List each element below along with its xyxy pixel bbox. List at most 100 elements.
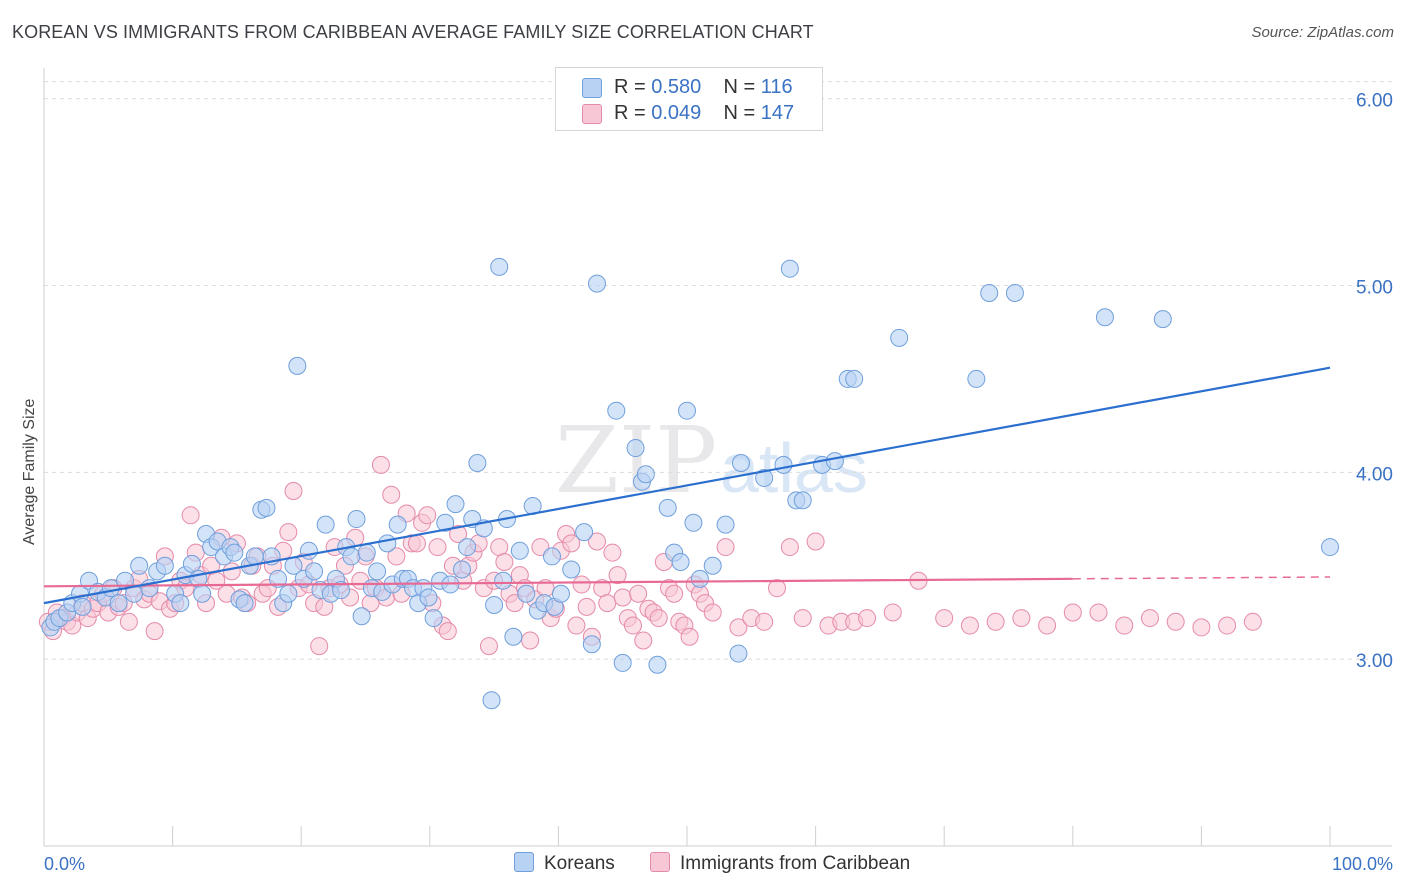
point-caribbean (623, 616, 642, 635)
point-caribbean (1218, 616, 1237, 635)
point-caribbean (567, 616, 586, 635)
point-koreans (678, 401, 696, 420)
point-koreans (419, 588, 438, 607)
point-caribbean (613, 588, 632, 607)
point-koreans (257, 498, 276, 517)
bottom-legend-swatch-caribbean (650, 852, 670, 872)
point-koreans (485, 595, 504, 614)
point-koreans (582, 635, 601, 654)
point-koreans (716, 515, 735, 534)
y-tick-label: 5.00 (1356, 278, 1393, 299)
point-koreans (490, 257, 509, 276)
x-tick-label-max: 100.0% (1332, 854, 1393, 874)
point-caribbean (587, 532, 606, 551)
point-caribbean (490, 538, 509, 557)
point-koreans (607, 401, 626, 420)
point-caribbean (145, 622, 164, 641)
point-koreans (73, 597, 92, 616)
point-koreans (193, 584, 212, 603)
point-caribbean (680, 627, 699, 646)
point-koreans (269, 569, 288, 588)
point-koreans (729, 644, 748, 663)
point-caribbean (1140, 609, 1159, 628)
bottom-legend-koreans: Koreans (514, 852, 615, 875)
point-koreans (155, 556, 174, 575)
point-caribbean (649, 609, 668, 628)
point-koreans (671, 553, 690, 572)
point-koreans (980, 283, 999, 302)
point-koreans (378, 534, 397, 553)
point-koreans (352, 607, 371, 626)
point-koreans (845, 369, 864, 388)
point-caribbean (449, 524, 468, 543)
point-koreans (1005, 283, 1024, 302)
point-caribbean (634, 631, 653, 650)
legend-r-label: R = (614, 76, 646, 98)
legend-r-value: 0.580 (651, 76, 702, 98)
bottom-legend-swatch-koreans (514, 852, 534, 872)
point-caribbean (1089, 603, 1108, 622)
point-caribbean (577, 597, 596, 616)
point-koreans (658, 498, 677, 517)
point-caribbean (608, 566, 627, 585)
chart-title: KOREAN VS IMMIGRANTS FROM CARIBBEAN AVER… (12, 22, 814, 42)
point-caribbean (310, 637, 329, 656)
stats-legend: R = 0.580 N = 116 R = 0.049 N = 147 (555, 67, 823, 131)
point-caribbean (495, 553, 514, 572)
point-caribbean (1166, 612, 1185, 631)
point-koreans (780, 259, 799, 278)
trend-line-caribbean (43, 577, 1073, 588)
bottom-legend-label-caribbean: Immigrants from Caribbean (680, 853, 911, 874)
point-koreans (636, 465, 655, 484)
point-caribbean (382, 485, 401, 504)
point-koreans (1321, 538, 1339, 557)
point-koreans (357, 543, 376, 562)
point-koreans (542, 547, 561, 566)
point-koreans (793, 491, 812, 510)
point-caribbean (1115, 616, 1134, 635)
point-koreans (648, 655, 667, 674)
point-koreans (388, 515, 407, 534)
point-koreans (774, 455, 793, 474)
legend-n-label: N = (723, 76, 756, 98)
point-caribbean (119, 612, 138, 631)
point-caribbean (858, 609, 877, 628)
point-koreans (684, 513, 703, 532)
point-koreans (967, 369, 986, 388)
point-koreans (890, 328, 909, 347)
watermark-zip: ZIP (555, 407, 717, 514)
point-caribbean (284, 482, 303, 501)
point-koreans (755, 468, 774, 487)
point-koreans (510, 541, 529, 560)
point-koreans (613, 653, 632, 672)
point-koreans (690, 569, 709, 588)
legend-n-value: 116 (760, 76, 793, 98)
point-caribbean (986, 612, 1005, 631)
point-koreans (316, 515, 335, 534)
point-caribbean (418, 506, 437, 525)
y-tick-label: 3.00 (1356, 651, 1393, 672)
point-koreans (342, 547, 361, 566)
point-caribbean (222, 562, 241, 581)
point-koreans (235, 594, 254, 613)
legend-swatch-caribbean (582, 104, 602, 124)
point-koreans (279, 584, 298, 603)
point-caribbean (1012, 609, 1031, 628)
point-koreans (626, 439, 645, 458)
point-caribbean (428, 538, 447, 557)
point-koreans (109, 594, 128, 613)
point-caribbean (562, 534, 581, 553)
trend-line-caribbean-extension (1072, 576, 1331, 580)
point-koreans (130, 556, 149, 575)
point-caribbean (780, 538, 799, 557)
point-koreans (458, 538, 477, 557)
point-koreans (171, 594, 190, 613)
point-koreans (551, 584, 570, 603)
trend-lines (43, 366, 1331, 605)
legend-n-value: 147 (760, 102, 795, 124)
y-tick-label: 4.00 (1356, 464, 1393, 485)
point-caribbean (935, 609, 954, 628)
point-koreans (494, 571, 513, 590)
point-caribbean (181, 506, 200, 525)
